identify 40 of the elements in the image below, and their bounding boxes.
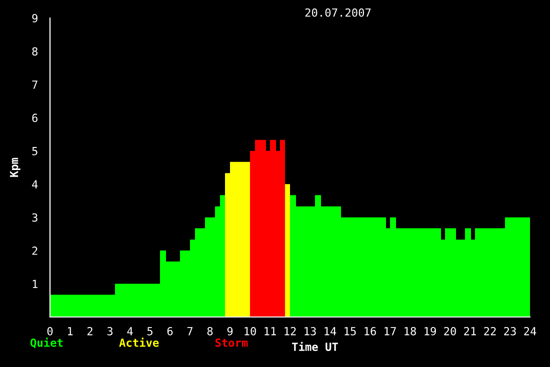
text: Active — [119, 338, 159, 347]
y-tick-label: 3 — [32, 213, 38, 222]
x-tick-label: 1 — [68, 327, 73, 336]
x-tick-label: 7 — [187, 327, 193, 336]
y-tick-label: 1 — [32, 280, 38, 288]
x-tick-label: 2 — [87, 326, 92, 336]
x-tick-label: 9 — [227, 326, 233, 336]
x-tick-label: 15 — [344, 327, 356, 336]
x-tick-label: 22 — [484, 326, 496, 336]
x-tick-label: 19 — [424, 326, 436, 336]
x-tick-label: 20 — [444, 326, 456, 336]
x-tick-label: 23 — [504, 326, 516, 336]
x-tick-label: 0 — [47, 326, 53, 336]
x-tick-label: 11 — [264, 327, 276, 336]
y-tick-label: 6 — [32, 114, 38, 122]
x-tick-label: 14 — [324, 327, 336, 336]
x-tick-label: 21 — [464, 326, 476, 336]
y-tick-label: 5 — [32, 147, 38, 156]
y-tick-label: 2 — [32, 246, 38, 255]
x-tick-label: 18 — [404, 326, 416, 336]
y-tick-label: 8 — [32, 47, 38, 56]
y-tick-label: 4 — [32, 180, 38, 188]
x-tick-label: 16 — [364, 326, 376, 336]
series-label: Storm — [215, 338, 248, 347]
x-tick-label: 24 — [524, 326, 536, 336]
series-label: Quiet — [30, 338, 63, 348]
x-tick-label: 13 — [304, 326, 316, 336]
y-tick-label: 9 — [32, 14, 38, 22]
x-tick-label: 4 — [127, 327, 133, 336]
x-tick-label: 8 — [207, 326, 213, 336]
y-axis-title: Kpm — [10, 158, 20, 177]
x-tick-label: 5 — [147, 327, 152, 336]
chart-title: 20.07.2007 — [305, 8, 371, 17]
x-tick-label: 12 — [284, 326, 296, 336]
x-tick-label: 3 — [107, 326, 113, 336]
x-axis-title: Time UT — [292, 342, 338, 352]
y-tick-label: 7 — [32, 80, 38, 89]
x-tick-label: 10 — [244, 326, 256, 336]
x-tick-label: 17 — [384, 327, 396, 336]
x-tick-label: 6 — [167, 326, 173, 336]
